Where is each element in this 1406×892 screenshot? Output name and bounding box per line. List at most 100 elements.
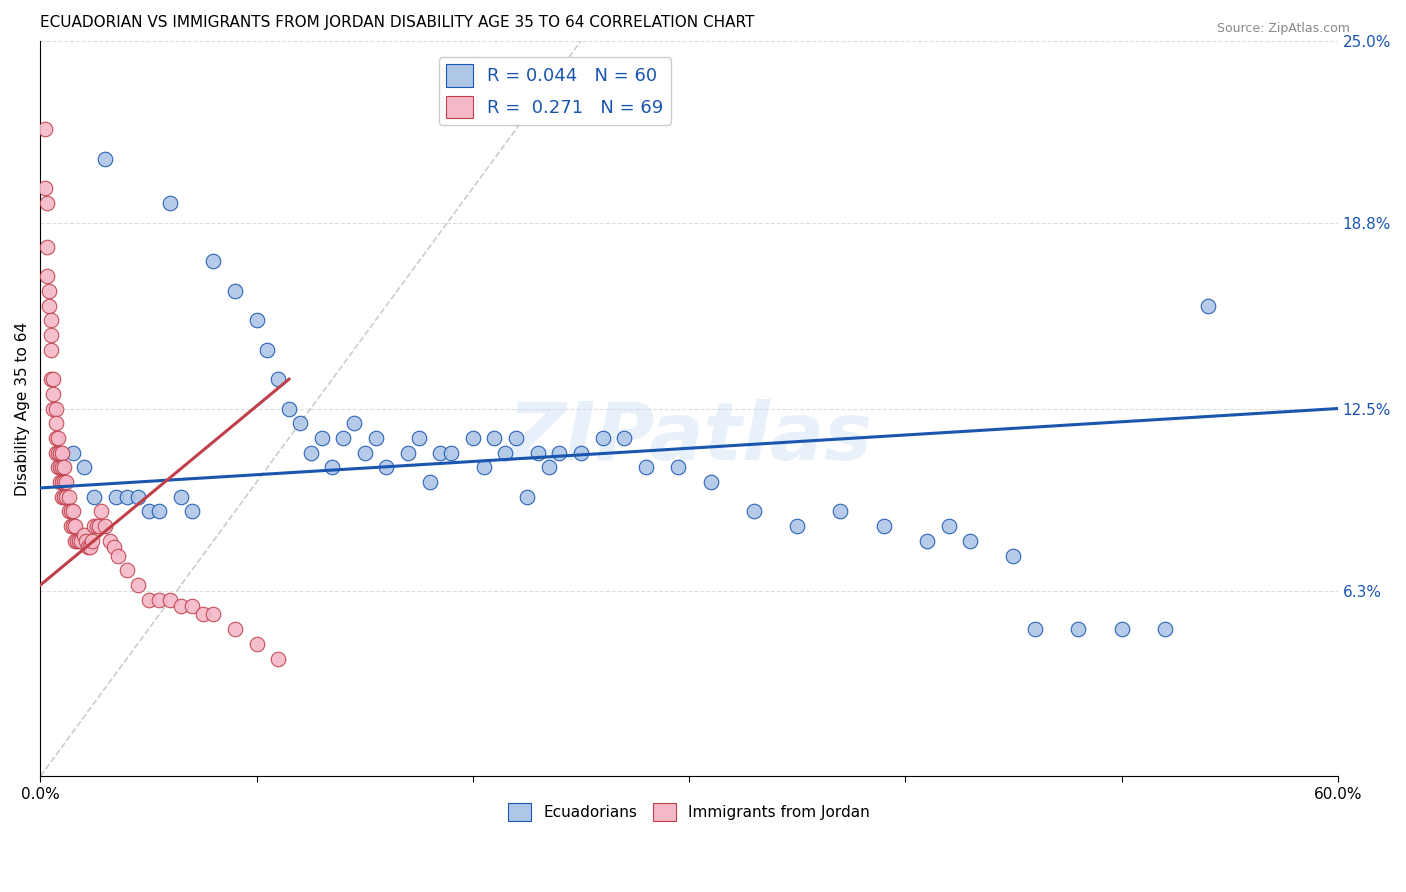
Point <box>107 549 129 563</box>
Point <box>73 528 96 542</box>
Point <box>516 490 538 504</box>
Point <box>49 460 72 475</box>
Point <box>39 313 62 327</box>
Point <box>62 504 84 518</box>
Point <box>55 475 77 489</box>
Point <box>115 490 138 504</box>
Point <box>148 592 170 607</box>
Point <box>786 519 808 533</box>
Point <box>63 533 86 548</box>
Point <box>39 343 62 357</box>
Point <box>42 372 65 386</box>
Point <box>224 284 246 298</box>
Point <box>699 475 721 489</box>
Point <box>246 313 269 327</box>
Point <box>256 343 278 357</box>
Point <box>170 599 193 613</box>
Point <box>321 460 343 475</box>
Point <box>138 592 160 607</box>
Point <box>45 431 67 445</box>
Point <box>45 445 67 459</box>
Point <box>915 533 938 548</box>
Point <box>592 431 614 445</box>
Point <box>288 416 311 430</box>
Point <box>311 431 333 445</box>
Point <box>73 460 96 475</box>
Point <box>58 490 80 504</box>
Point <box>1197 299 1219 313</box>
Point <box>202 254 225 268</box>
Legend: Ecuadorians, Immigrants from Jordan: Ecuadorians, Immigrants from Jordan <box>502 797 876 828</box>
Point <box>49 445 72 459</box>
Point <box>79 540 101 554</box>
Point <box>83 519 105 533</box>
Point <box>70 533 93 548</box>
Point <box>75 533 97 548</box>
Point <box>39 328 62 343</box>
Point <box>42 401 65 416</box>
Point <box>82 533 104 548</box>
Point <box>103 540 125 554</box>
Point <box>429 445 451 459</box>
Point <box>180 599 202 613</box>
Point <box>90 504 112 518</box>
Point <box>569 445 592 459</box>
Point <box>83 490 105 504</box>
Point <box>45 401 67 416</box>
Point <box>278 401 301 416</box>
Point <box>94 519 117 533</box>
Point <box>202 607 225 622</box>
Point <box>461 431 484 445</box>
Point <box>46 431 69 445</box>
Point <box>138 504 160 518</box>
Point <box>86 519 108 533</box>
Y-axis label: Disability Age 35 to 64: Disability Age 35 to 64 <box>15 321 30 496</box>
Point <box>159 592 181 607</box>
Point <box>38 299 60 313</box>
Point <box>45 416 67 430</box>
Point <box>938 519 960 533</box>
Point <box>526 445 548 459</box>
Point <box>127 490 149 504</box>
Point <box>440 445 463 459</box>
Point <box>34 181 56 195</box>
Point <box>180 504 202 518</box>
Point <box>419 475 441 489</box>
Point <box>39 372 62 386</box>
Point <box>1002 549 1025 563</box>
Point <box>1024 622 1046 636</box>
Point <box>148 504 170 518</box>
Point <box>62 445 84 459</box>
Text: Source: ZipAtlas.com: Source: ZipAtlas.com <box>1216 22 1350 36</box>
Point <box>159 195 181 210</box>
Point <box>537 460 560 475</box>
Point <box>46 445 69 459</box>
Point <box>267 651 290 665</box>
Point <box>613 431 636 445</box>
Point <box>34 122 56 136</box>
Point <box>127 578 149 592</box>
Point <box>35 269 58 284</box>
Point <box>77 540 100 554</box>
Point <box>472 460 495 475</box>
Point <box>353 445 375 459</box>
Point <box>38 284 60 298</box>
Point <box>224 622 246 636</box>
Point <box>51 475 73 489</box>
Point <box>105 490 128 504</box>
Point <box>42 387 65 401</box>
Point <box>51 445 73 459</box>
Point <box>59 519 82 533</box>
Point <box>364 431 387 445</box>
Point <box>51 460 73 475</box>
Point <box>59 504 82 518</box>
Point <box>46 460 69 475</box>
Point <box>666 460 689 475</box>
Point <box>332 431 354 445</box>
Point <box>191 607 214 622</box>
Point <box>87 519 110 533</box>
Point <box>51 490 73 504</box>
Point <box>267 372 290 386</box>
Point <box>67 533 90 548</box>
Point <box>62 519 84 533</box>
